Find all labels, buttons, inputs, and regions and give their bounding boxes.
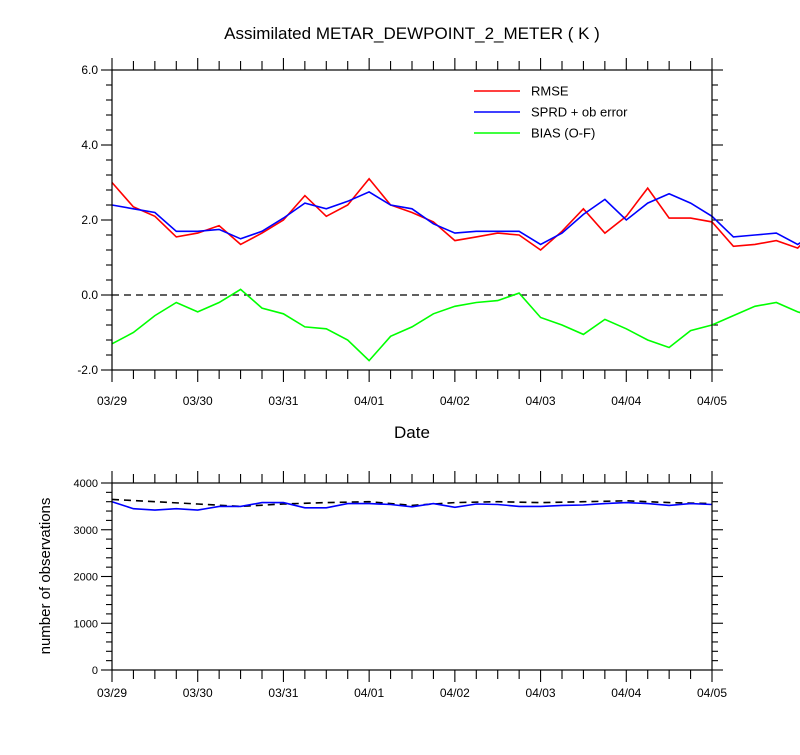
x-tick-label: 04/05 (697, 686, 727, 700)
top-panel: Assimilated METAR_DEWPOINT_2_METER ( K )… (77, 24, 800, 442)
series-line-rmse (111, 177, 800, 252)
series-line-panel1-0 (111, 498, 713, 508)
x-tick-label: 03/29 (97, 686, 127, 700)
y-tick-label: 6.0 (81, 63, 98, 77)
legend-label: SPRD + ob error (531, 105, 628, 120)
y-tick-label: 0 (92, 665, 98, 677)
legend-label: BIAS (O-F) (531, 126, 595, 141)
x-tick-label: 04/02 (440, 686, 470, 700)
y-tick-label: 4.0 (81, 138, 98, 152)
x-tick-label: 03/31 (268, 394, 298, 408)
top-plot-frame (111, 69, 713, 371)
y-axis-label: number of observations (37, 498, 54, 655)
y-tick-label: 1000 (74, 618, 98, 630)
series-line-sprd-ob-error (111, 190, 800, 246)
bottom-axis-ticks: 03/29 03/30 03/31 04/01 04/02 04/03 04/04 04/05… (74, 471, 727, 700)
x-tick-label: 04/04 (611, 686, 641, 700)
x-tick-label: 04/04 (611, 394, 641, 408)
y-tick-label: 2000 (74, 572, 98, 584)
x-tick-label: 04/03 (526, 686, 556, 700)
x-tick-label: 03/30 (183, 394, 213, 408)
x-tick-label: 04/01 (354, 394, 384, 408)
series-line-panel1-1 (111, 500, 713, 511)
x-tick-label: 04/02 (440, 394, 470, 408)
x-tick-label: 04/01 (354, 686, 384, 700)
series-line-bias-o-f (111, 288, 800, 362)
legend-label: RMSE (531, 84, 569, 99)
x-tick-label: 03/31 (268, 686, 298, 700)
x-tick-label: 04/03 (526, 394, 556, 408)
y-tick-label: -2.0 (77, 363, 98, 377)
y-tick-label: 2.0 (81, 213, 98, 227)
y-tick-label: 3000 (74, 525, 98, 537)
top-axis-ticks: 03/29 03/30 03/31 04/01 04/02 04/03 04/04 04/05… (77, 58, 727, 408)
x-tick-label: 03/29 (97, 394, 127, 408)
chart-title: Assimilated METAR_DEWPOINT_2_METER ( K ) (224, 24, 600, 43)
top-series-group (111, 177, 800, 362)
x-tick-label: 03/30 (183, 686, 213, 700)
chart-legend: RMSE SPRD + ob error BIAS (O-F) (474, 84, 628, 141)
bottom-panel: 03/29 03/30 03/31 04/01 04/02 04/03 04/04 04/05… (37, 471, 727, 700)
y-tick-label: 4000 (74, 478, 98, 490)
bottom-series-group (111, 498, 713, 511)
y-tick-label: 0.0 (81, 288, 98, 302)
bottom-plot-frame (111, 482, 713, 671)
x-tick-label: 04/05 (697, 394, 727, 408)
x-axis-label: Date (394, 423, 430, 442)
